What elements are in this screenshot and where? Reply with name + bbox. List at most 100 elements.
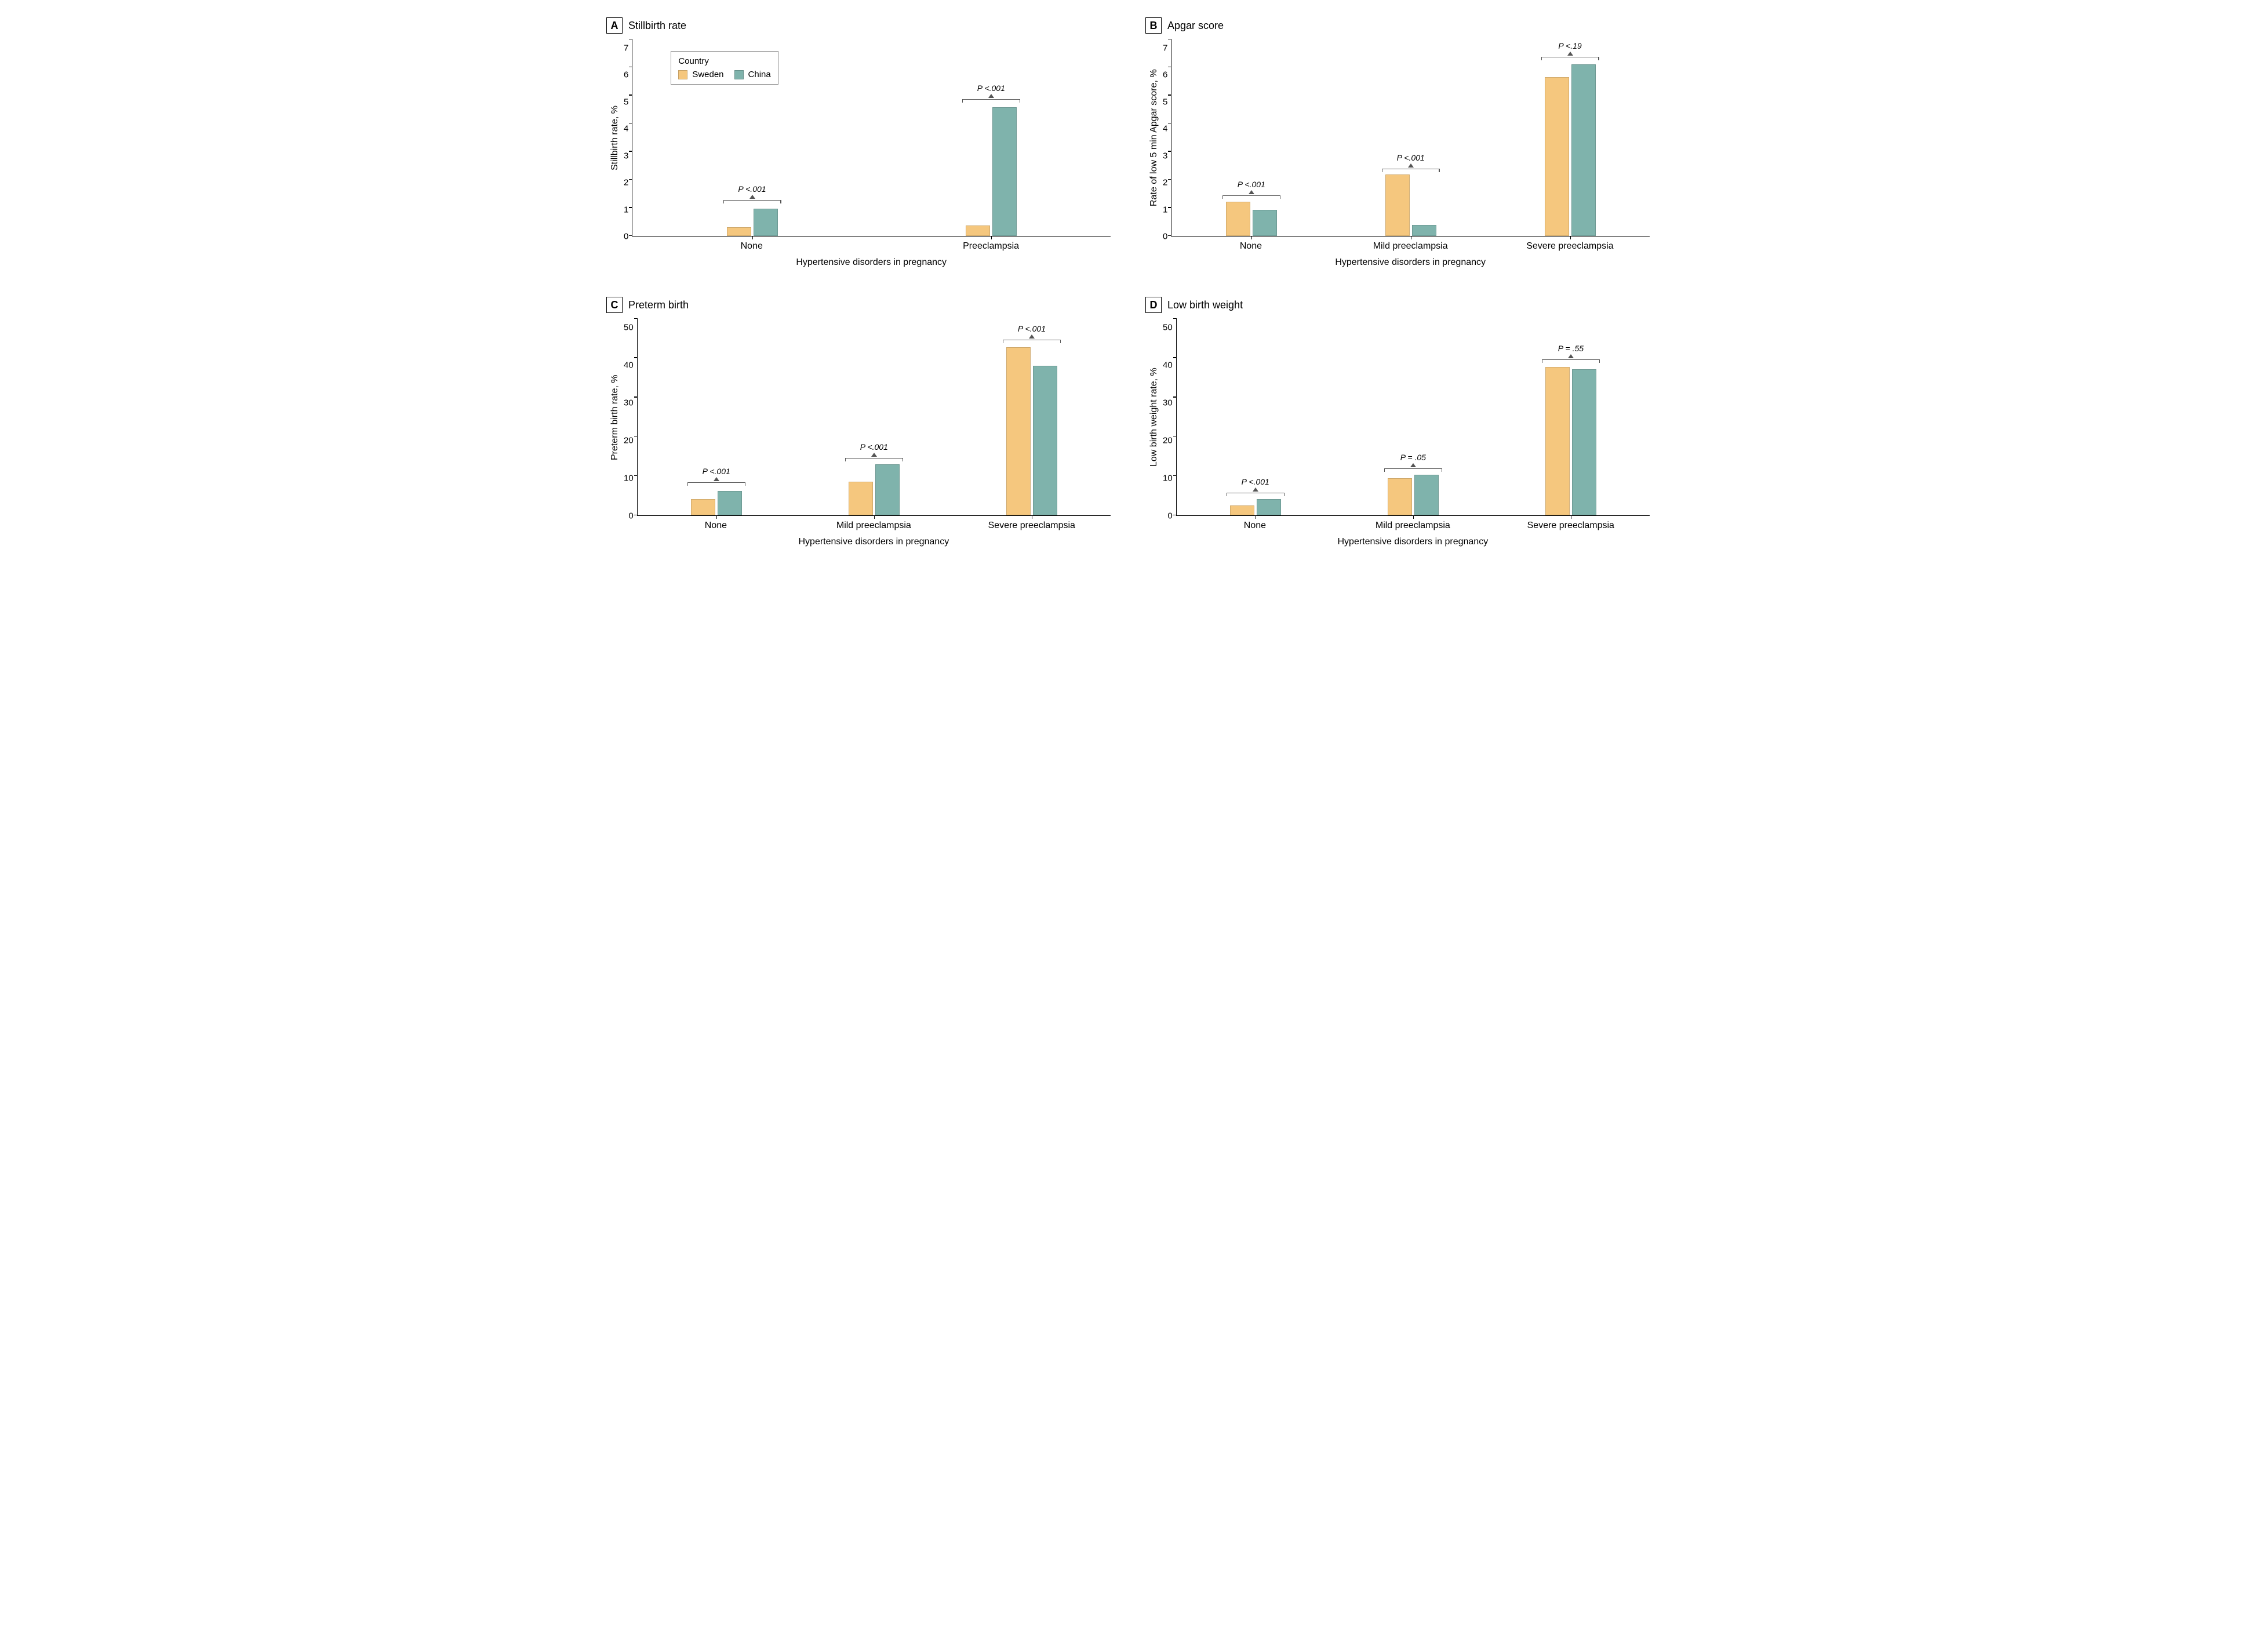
y-tick: 7 xyxy=(1163,44,1167,53)
bars xyxy=(1226,39,1277,236)
p-value: P <.001 xyxy=(1242,477,1269,486)
legend-swatch xyxy=(678,70,687,79)
p-value: P <.001 xyxy=(860,442,888,452)
p-value: P <.001 xyxy=(977,83,1005,93)
plot-area: P <.001 P <.001 P <.19 xyxy=(1171,39,1650,236)
x-tick-mark xyxy=(1411,236,1412,239)
bracket-tick xyxy=(1541,57,1542,60)
bracket-line-wrap xyxy=(845,458,903,459)
significance-bracket: P <.001 xyxy=(845,442,903,459)
y-axis-label: Rate of low 5 min Apgar score, % xyxy=(1145,39,1163,236)
bars xyxy=(1006,319,1057,515)
bar-sweden xyxy=(1385,174,1410,236)
plot-inner: P <.001 P = .05 P = .55 xyxy=(1177,319,1650,515)
bracket-tick xyxy=(1284,493,1285,496)
y-axis-label: Stillbirth rate, % xyxy=(606,39,624,236)
p-value: P = .05 xyxy=(1400,453,1426,462)
plot-inner: P <.001 P <.001 P <.001 xyxy=(638,319,1111,515)
chart-body: Low birth weight rate, %50403020100P <.0… xyxy=(1145,319,1650,516)
panel-letter: B xyxy=(1145,17,1162,34)
bar-china xyxy=(1572,369,1596,515)
x-axis-label-row: .7Hypertensive disorders in pregnancy xyxy=(606,252,1111,268)
bracket-line-wrap xyxy=(1542,359,1600,360)
chart-wrap: Rate of low 5 min Apgar score, %76543210… xyxy=(1145,39,1650,268)
panel-header: D Low birth weight xyxy=(1145,297,1650,313)
x-axis-row: .7NoneMild preeclampsiaSevere preeclamps… xyxy=(1145,236,1650,252)
significance-bracket: P <.001 xyxy=(723,184,781,201)
x-tick-mark xyxy=(991,236,992,239)
bar-china xyxy=(1033,366,1057,515)
y-tick: 5 xyxy=(624,97,628,106)
chart-panel-d: D Low birth weight Low birth weight rate, … xyxy=(1145,297,1650,547)
x-axis-categories: NoneMild preeclampsiaSevere preeclampsia xyxy=(637,521,1111,531)
chart-body: Stillbirth rate, %76543210P <.001P <.001… xyxy=(606,39,1111,236)
y-tick: 10 xyxy=(1163,474,1173,483)
x-category-label: None xyxy=(1171,241,1330,252)
triangle-marker xyxy=(1567,52,1573,56)
y-tick: 5 xyxy=(1163,97,1167,106)
bar-sweden xyxy=(849,482,873,515)
x-category-label: None xyxy=(632,241,871,252)
bracket-line xyxy=(845,458,903,459)
significance-bracket: P = .55 xyxy=(1542,344,1600,360)
triangle-marker xyxy=(749,195,755,199)
p-value: P = .55 xyxy=(1558,344,1584,353)
bar-sweden xyxy=(1006,347,1031,515)
chart-wrap: Low birth weight rate, %50403020100P <.0… xyxy=(1145,319,1650,547)
x-axis-categories: NonePreeclampsia xyxy=(632,241,1111,252)
bar-sweden xyxy=(1226,202,1250,236)
chart-body: Rate of low 5 min Apgar score, %76543210… xyxy=(1145,39,1650,236)
bar-group: P <.001 xyxy=(638,319,795,515)
bar-group: P = .55 xyxy=(1492,319,1650,515)
triangle-marker xyxy=(988,94,994,98)
legend-items: Sweden China xyxy=(678,68,770,79)
legend-swatch xyxy=(734,70,744,79)
bar-group: P <.001 xyxy=(795,319,953,515)
y-tick: 4 xyxy=(1163,125,1167,133)
panel-header: AStillbirth rate xyxy=(606,17,1111,34)
legend-item: Sweden xyxy=(678,70,723,79)
y-axis-ticks: 50403020100 xyxy=(1163,319,1176,516)
bracket-tick xyxy=(1222,196,1223,199)
triangle-marker xyxy=(1410,463,1416,467)
plot-area: P <.001P <.001CountrySwedenChina xyxy=(632,39,1111,236)
y-tick: 6 xyxy=(1163,71,1167,79)
x-axis-row: .50NoneMild preeclampsiaSevere preeclamp… xyxy=(606,516,1111,531)
panel-title: Low birth weight xyxy=(1167,299,1243,311)
bars xyxy=(1545,39,1596,236)
y-tick: 3 xyxy=(624,151,628,160)
bar-group: P <.001 xyxy=(1171,39,1331,236)
x-axis-label: Hypertensive disorders in pregnancy xyxy=(1171,257,1650,268)
triangle-marker xyxy=(714,477,719,481)
x-category-label: None xyxy=(1176,521,1334,531)
bracket-tick xyxy=(1598,57,1599,60)
triangle-marker xyxy=(1253,487,1258,492)
y-axis-ticks: 50403020100 xyxy=(624,319,637,516)
triangle-marker xyxy=(871,453,877,457)
legend-label: China xyxy=(748,70,771,79)
bracket-line xyxy=(1542,359,1600,360)
x-category-label: Mild preeclampsia xyxy=(795,521,952,531)
x-category-label: Severe preeclampsia xyxy=(1492,521,1650,531)
y-tick: 50 xyxy=(624,323,634,332)
y-axis-label: Preterm birth rate, % xyxy=(606,319,624,516)
plot-area: P <.001 P <.001 P <.001 xyxy=(637,319,1111,516)
panel-header: CPreterm birth xyxy=(606,297,1111,313)
y-tick: 2 xyxy=(624,179,628,187)
x-category-label: Mild preeclampsia xyxy=(1334,521,1491,531)
panel-letter: D xyxy=(1145,297,1162,313)
bracket-tick xyxy=(1060,340,1061,343)
bar-china xyxy=(1253,210,1277,236)
x-axis-label-row: .50Hypertensive disorders in pregnancy xyxy=(606,531,1111,547)
x-axis-row: .7NonePreeclampsia xyxy=(606,236,1111,252)
bracket-line-wrap xyxy=(962,99,1020,100)
significance-bracket: P <.001 xyxy=(1382,153,1440,169)
y-tick: 0 xyxy=(1163,232,1167,241)
x-axis-label: Hypertensive disorders in pregnancy xyxy=(637,537,1111,547)
bracket-line-wrap xyxy=(1384,468,1442,469)
x-axis-label-row: .50Hypertensive disorders in pregnancy xyxy=(1145,531,1650,547)
bar-group: P <.19 xyxy=(1490,39,1650,236)
bar-sweden xyxy=(966,225,990,236)
y-tick: 40 xyxy=(624,361,634,370)
significance-bracket: P <.001 xyxy=(1003,324,1061,340)
